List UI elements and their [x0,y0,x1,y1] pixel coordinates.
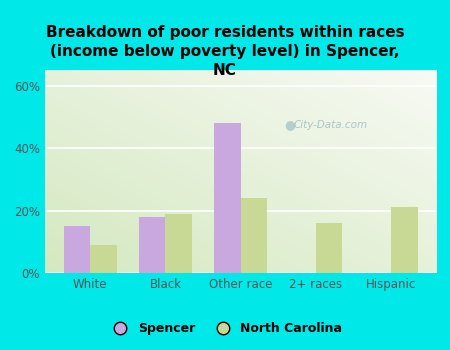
Bar [64,226,90,273]
Text: Breakdown of poor residents within races
(income below poverty level) in Spencer: Breakdown of poor residents within races… [46,25,404,78]
Bar [166,214,192,273]
Bar [241,198,267,273]
Bar [392,208,418,273]
Legend: Spencer, North Carolina: Spencer, North Carolina [103,317,347,340]
Bar [139,217,166,273]
Bar [214,123,241,273]
Text: City-Data.com: City-Data.com [294,120,368,130]
Bar [90,245,117,273]
Bar [316,223,342,273]
Text: ●: ● [284,118,295,131]
